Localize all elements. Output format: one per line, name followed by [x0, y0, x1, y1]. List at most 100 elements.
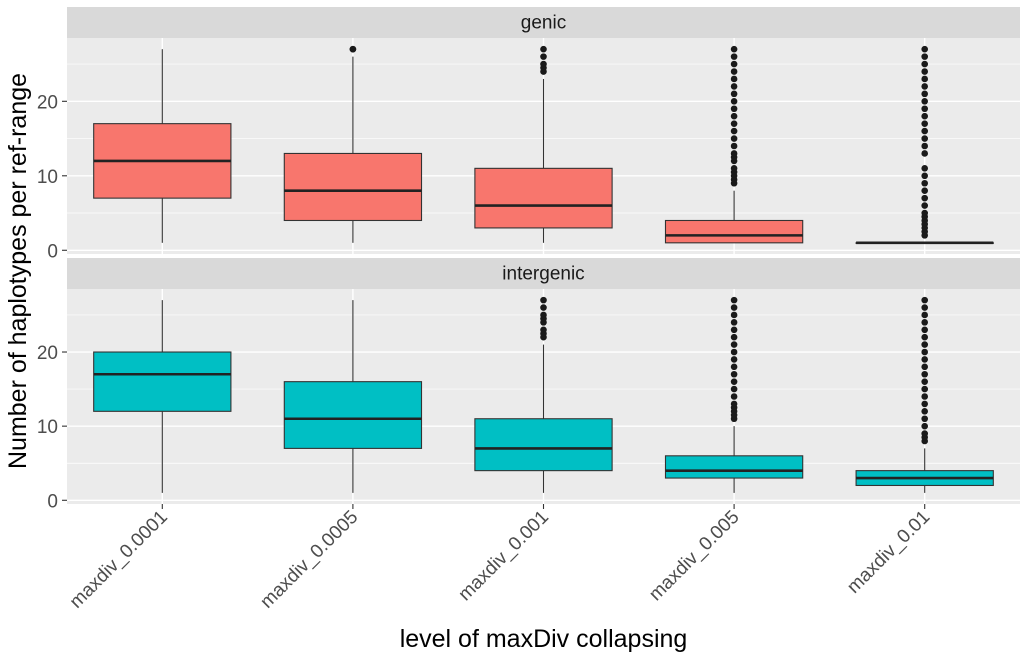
outlier-point	[921, 165, 928, 172]
outlier-point	[730, 296, 738, 304]
outlier-point	[921, 370, 928, 378]
outlier-point	[730, 45, 738, 53]
outlier-point	[730, 165, 738, 172]
box-intergenic-maxdiv_0.0005	[283, 300, 423, 493]
x-tick-label: maxdiv_0.0005	[256, 507, 362, 613]
outlier-point	[921, 296, 928, 304]
outlier-point	[921, 98, 928, 105]
outlier-point	[921, 150, 928, 157]
outlier-point	[921, 311, 928, 319]
outlier-point	[349, 45, 357, 53]
box-iqr	[283, 381, 423, 449]
outlier-point	[730, 311, 738, 319]
outlier-point	[921, 187, 928, 194]
box-genic-maxdiv_0.001	[474, 45, 613, 243]
outlier-point	[921, 400, 928, 408]
outlier-point	[540, 45, 547, 53]
outlier-point	[730, 319, 738, 326]
box-iqr	[664, 219, 804, 244]
outlier-point	[730, 363, 738, 371]
outlier-point	[921, 415, 928, 423]
outlier-point	[921, 356, 928, 363]
x-axis-title: level of maxDiv collapsing	[400, 625, 688, 653]
box-iqr	[283, 152, 423, 222]
outlier-point	[540, 326, 547, 334]
outlier-point	[730, 75, 738, 83]
y-tick-label: 20	[37, 92, 58, 113]
outlier-point	[921, 385, 928, 393]
outlier-point	[540, 53, 547, 60]
outlier-point	[730, 68, 738, 75]
outlier-point	[921, 172, 928, 180]
y-axis-title: Number of haplotypes per ref-range	[4, 73, 32, 469]
outlier-point	[730, 127, 738, 135]
outlier-point	[730, 90, 738, 98]
outlier-point	[921, 90, 928, 98]
box-genic-maxdiv_0.01	[855, 45, 994, 245]
box-iqr	[474, 167, 613, 229]
outlier-point	[730, 333, 738, 341]
y-tick-label: 10	[37, 167, 58, 188]
outlier-point	[921, 45, 928, 53]
outlier-point	[921, 333, 928, 341]
y-tick-label: 20	[37, 343, 58, 364]
outlier-point	[540, 60, 547, 68]
x-tick-label: maxdiv_0.001	[455, 507, 553, 605]
outlier-point	[730, 112, 738, 120]
facet-label-intergenic: intergenic	[502, 264, 584, 285]
outlier-point	[921, 127, 928, 135]
outlier-point	[730, 60, 738, 68]
box-iqr	[93, 351, 232, 412]
outlier-point	[730, 53, 738, 60]
outlier-point	[921, 304, 928, 311]
outlier-point	[730, 142, 738, 150]
outlier-point	[921, 393, 928, 400]
box-intergenic-maxdiv_0.01	[855, 296, 994, 493]
outlier-point	[730, 326, 738, 334]
outlier-point	[540, 311, 547, 319]
facet-strip-intergenic	[67, 258, 1020, 289]
outlier-point	[921, 75, 928, 83]
outlier-point	[730, 356, 738, 363]
outlier-point	[921, 83, 928, 90]
outlier-point	[921, 60, 928, 68]
outlier-point	[921, 408, 928, 415]
outlier-point	[921, 135, 928, 142]
outlier-point	[921, 363, 928, 371]
outlier-point	[730, 385, 738, 393]
outlier-point	[921, 209, 928, 217]
outlier-point	[730, 135, 738, 142]
outlier-point	[921, 341, 928, 348]
outlier-point	[730, 370, 738, 378]
outlier-point	[730, 393, 738, 400]
outlier-point	[730, 348, 738, 356]
box-iqr	[664, 455, 804, 479]
box-intergenic-maxdiv_0.0001	[93, 300, 232, 493]
outlier-point	[730, 378, 738, 385]
box-intergenic-maxdiv_0.001	[474, 296, 613, 493]
x-tick-label: maxdiv_0.0001	[66, 507, 172, 613]
outlier-point	[921, 430, 928, 437]
x-tick-label: maxdiv_0.01	[843, 507, 934, 598]
facet-label-genic: genic	[521, 13, 566, 34]
outlier-point	[921, 68, 928, 75]
outlier-point	[730, 83, 738, 90]
outlier-point	[730, 98, 738, 105]
outlier-point	[730, 341, 738, 348]
outlier-point	[921, 202, 928, 209]
outlier-point	[921, 194, 928, 202]
outlier-point	[921, 112, 928, 120]
outlier-point	[540, 304, 547, 311]
box-genic-maxdiv_0.0001	[93, 49, 232, 243]
y-tick-label: 0	[47, 491, 58, 512]
outlier-point	[540, 296, 547, 304]
box-iqr	[474, 418, 613, 472]
outlier-point	[921, 179, 928, 187]
box-intergenic-maxdiv_0.005	[664, 296, 804, 493]
outlier-point	[921, 120, 928, 127]
outlier-point	[921, 53, 928, 60]
outlier-point	[730, 150, 738, 157]
facet-strip-genic	[67, 7, 1020, 38]
